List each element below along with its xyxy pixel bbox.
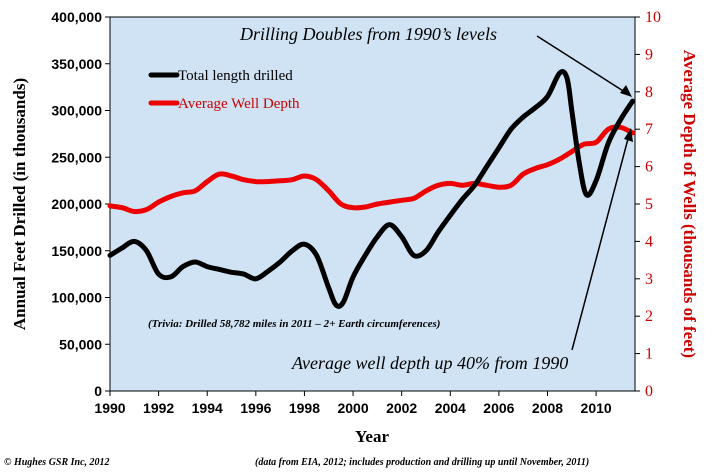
x-tick-label: 1998	[289, 400, 320, 416]
right-tick-label: 4	[645, 233, 653, 250]
left-axis-label: Annual Feet Drilled (in thousands)	[10, 78, 29, 330]
x-tick-label: 2004	[435, 400, 466, 416]
right-tick-label: 7	[645, 121, 653, 138]
legend-label-total-length: Total length drilled	[178, 68, 293, 84]
right-tick-label: 8	[645, 84, 653, 101]
right-tick-label: 2	[645, 308, 653, 325]
right-tick-label: 9	[645, 46, 653, 63]
legend-label-average-depth: Average Well Depth	[178, 96, 300, 112]
x-axis-ticks: 1990 1992 1994 1996 1998 2000 2002 2004 2006 2008…	[94, 391, 612, 416]
left-tick-label: 100,000	[51, 290, 102, 306]
source-note: (data from EIA, 2012; includes productio…	[255, 457, 589, 468]
annotation-trivia: (Trivia: Drilled 58,782 miles in 2011 – …	[148, 318, 440, 330]
left-tick-label: 200,000	[51, 196, 102, 212]
left-tick-label: 250,000	[51, 149, 102, 165]
x-tick-label: 2000	[337, 400, 368, 416]
x-tick-label: 2008	[532, 400, 563, 416]
right-axis-label: Average Depth of Wells (thousands of fee…	[680, 50, 699, 358]
left-axis-ticks: 0 50,000 100,000 150,000 200,000 250,000 300,0…	[51, 9, 110, 399]
left-tick-label: 0	[94, 383, 102, 399]
legend: Total length drilled Average Well Depth	[148, 68, 300, 112]
x-tick-label: 2002	[386, 400, 417, 416]
left-tick-label: 50,000	[59, 336, 102, 352]
arrow-drilling-doubles	[536, 35, 629, 95]
x-tick-label: 2006	[483, 400, 514, 416]
right-axis-ticks: 0 1 2 3 4 5 6 7 8 9 10	[635, 9, 661, 400]
right-tick-label: 5	[645, 196, 653, 213]
series-line-average-well-depth	[107, 124, 636, 215]
series-line-total-length-drilled	[107, 69, 636, 309]
left-tick-label: 150,000	[51, 243, 102, 259]
series-lines	[107, 69, 636, 309]
right-tick-label: 0	[645, 383, 653, 400]
x-tick-label: 2010	[581, 400, 612, 416]
x-tick-label: 1996	[240, 400, 271, 416]
right-tick-label: 10	[645, 9, 661, 26]
x-tick-label: 1992	[143, 400, 174, 416]
right-tick-label: 6	[645, 159, 653, 176]
annotation-well-depth: Average well depth up 40% from 1990	[291, 353, 568, 373]
annotation-drilling-doubles: Drilling Doubles from 1990’s levels	[239, 24, 497, 44]
arrow-head-well-depth	[624, 128, 633, 142]
arrow-well-depth	[571, 134, 630, 351]
left-tick-label: 400,000	[51, 9, 102, 25]
right-tick-label: 3	[645, 271, 653, 288]
left-tick-label: 300,000	[51, 103, 102, 119]
x-tick-label: 1994	[192, 400, 223, 416]
x-axis-label: Year	[355, 427, 389, 446]
arrow-head-drilling-doubles	[620, 85, 632, 97]
copyright-text: © Hughes GSR Inc, 2012	[4, 457, 110, 468]
right-tick-label: 1	[645, 346, 653, 363]
left-tick-label: 350,000	[51, 56, 102, 72]
x-tick-label: 1990	[94, 400, 125, 416]
annotation-arrows	[536, 35, 633, 351]
